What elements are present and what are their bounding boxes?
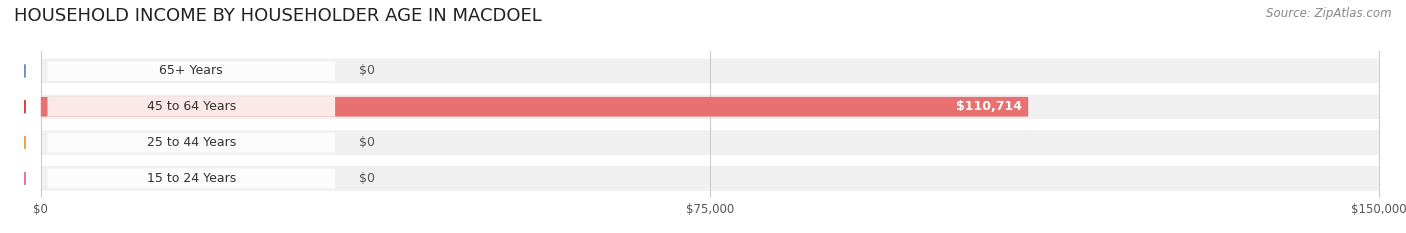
FancyBboxPatch shape bbox=[48, 97, 335, 116]
FancyBboxPatch shape bbox=[41, 97, 1028, 116]
Text: HOUSEHOLD INCOME BY HOUSEHOLDER AGE IN MACDOEL: HOUSEHOLD INCOME BY HOUSEHOLDER AGE IN M… bbox=[14, 7, 541, 25]
FancyBboxPatch shape bbox=[41, 130, 1378, 155]
Text: 25 to 44 Years: 25 to 44 Years bbox=[146, 136, 236, 149]
FancyBboxPatch shape bbox=[48, 133, 335, 152]
Text: $0: $0 bbox=[359, 65, 375, 77]
Text: $110,714: $110,714 bbox=[956, 100, 1022, 113]
FancyBboxPatch shape bbox=[41, 94, 1378, 119]
FancyBboxPatch shape bbox=[41, 166, 1378, 191]
Text: 15 to 24 Years: 15 to 24 Years bbox=[146, 172, 236, 185]
FancyBboxPatch shape bbox=[41, 58, 1378, 83]
Text: 45 to 64 Years: 45 to 64 Years bbox=[146, 100, 236, 113]
FancyBboxPatch shape bbox=[48, 61, 335, 81]
Text: $0: $0 bbox=[359, 172, 375, 185]
Text: Source: ZipAtlas.com: Source: ZipAtlas.com bbox=[1267, 7, 1392, 20]
Text: $0: $0 bbox=[359, 136, 375, 149]
Text: 65+ Years: 65+ Years bbox=[159, 65, 224, 77]
FancyBboxPatch shape bbox=[48, 168, 335, 188]
